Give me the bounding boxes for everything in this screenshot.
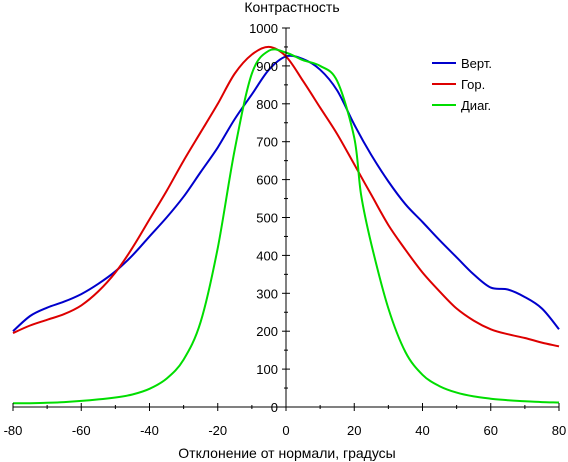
y-tick-label: 900: [256, 59, 278, 74]
y-tick-label: 800: [256, 97, 278, 112]
x-tick-label: 0: [282, 423, 289, 438]
x-axis-title: Отклонение от нормали, градусы: [178, 445, 395, 461]
x-tick-label: 40: [415, 423, 429, 438]
y-tick-label: 700: [256, 135, 278, 150]
y-tick-label: 1000: [249, 21, 278, 36]
y-axis-title: Контрастность: [244, 0, 339, 15]
x-tick-label: -20: [208, 423, 227, 438]
x-tick-label: -80: [4, 423, 23, 438]
y-tick-label: 500: [256, 211, 278, 226]
y-tick-label: 300: [256, 286, 278, 301]
x-tick-label: -40: [140, 423, 159, 438]
legend-label-1: Гор.: [461, 77, 485, 92]
x-tick-label: 60: [484, 423, 498, 438]
legend-label-0: Верт.: [461, 56, 492, 71]
y-tick-label: 0: [271, 400, 278, 415]
x-tick-label: -60: [72, 423, 91, 438]
y-tick-label: 400: [256, 248, 278, 263]
y-tick-label: 600: [256, 173, 278, 188]
x-tick-label: 20: [347, 423, 361, 438]
y-tick-label: 200: [256, 324, 278, 339]
x-tick-label: 80: [552, 423, 566, 438]
legend: Верт. Гор. Диаг.: [432, 56, 492, 113]
y-tick-label: 100: [256, 362, 278, 377]
series-line-2: [12, 48, 560, 405]
legend-label-2: Диаг.: [461, 98, 491, 113]
